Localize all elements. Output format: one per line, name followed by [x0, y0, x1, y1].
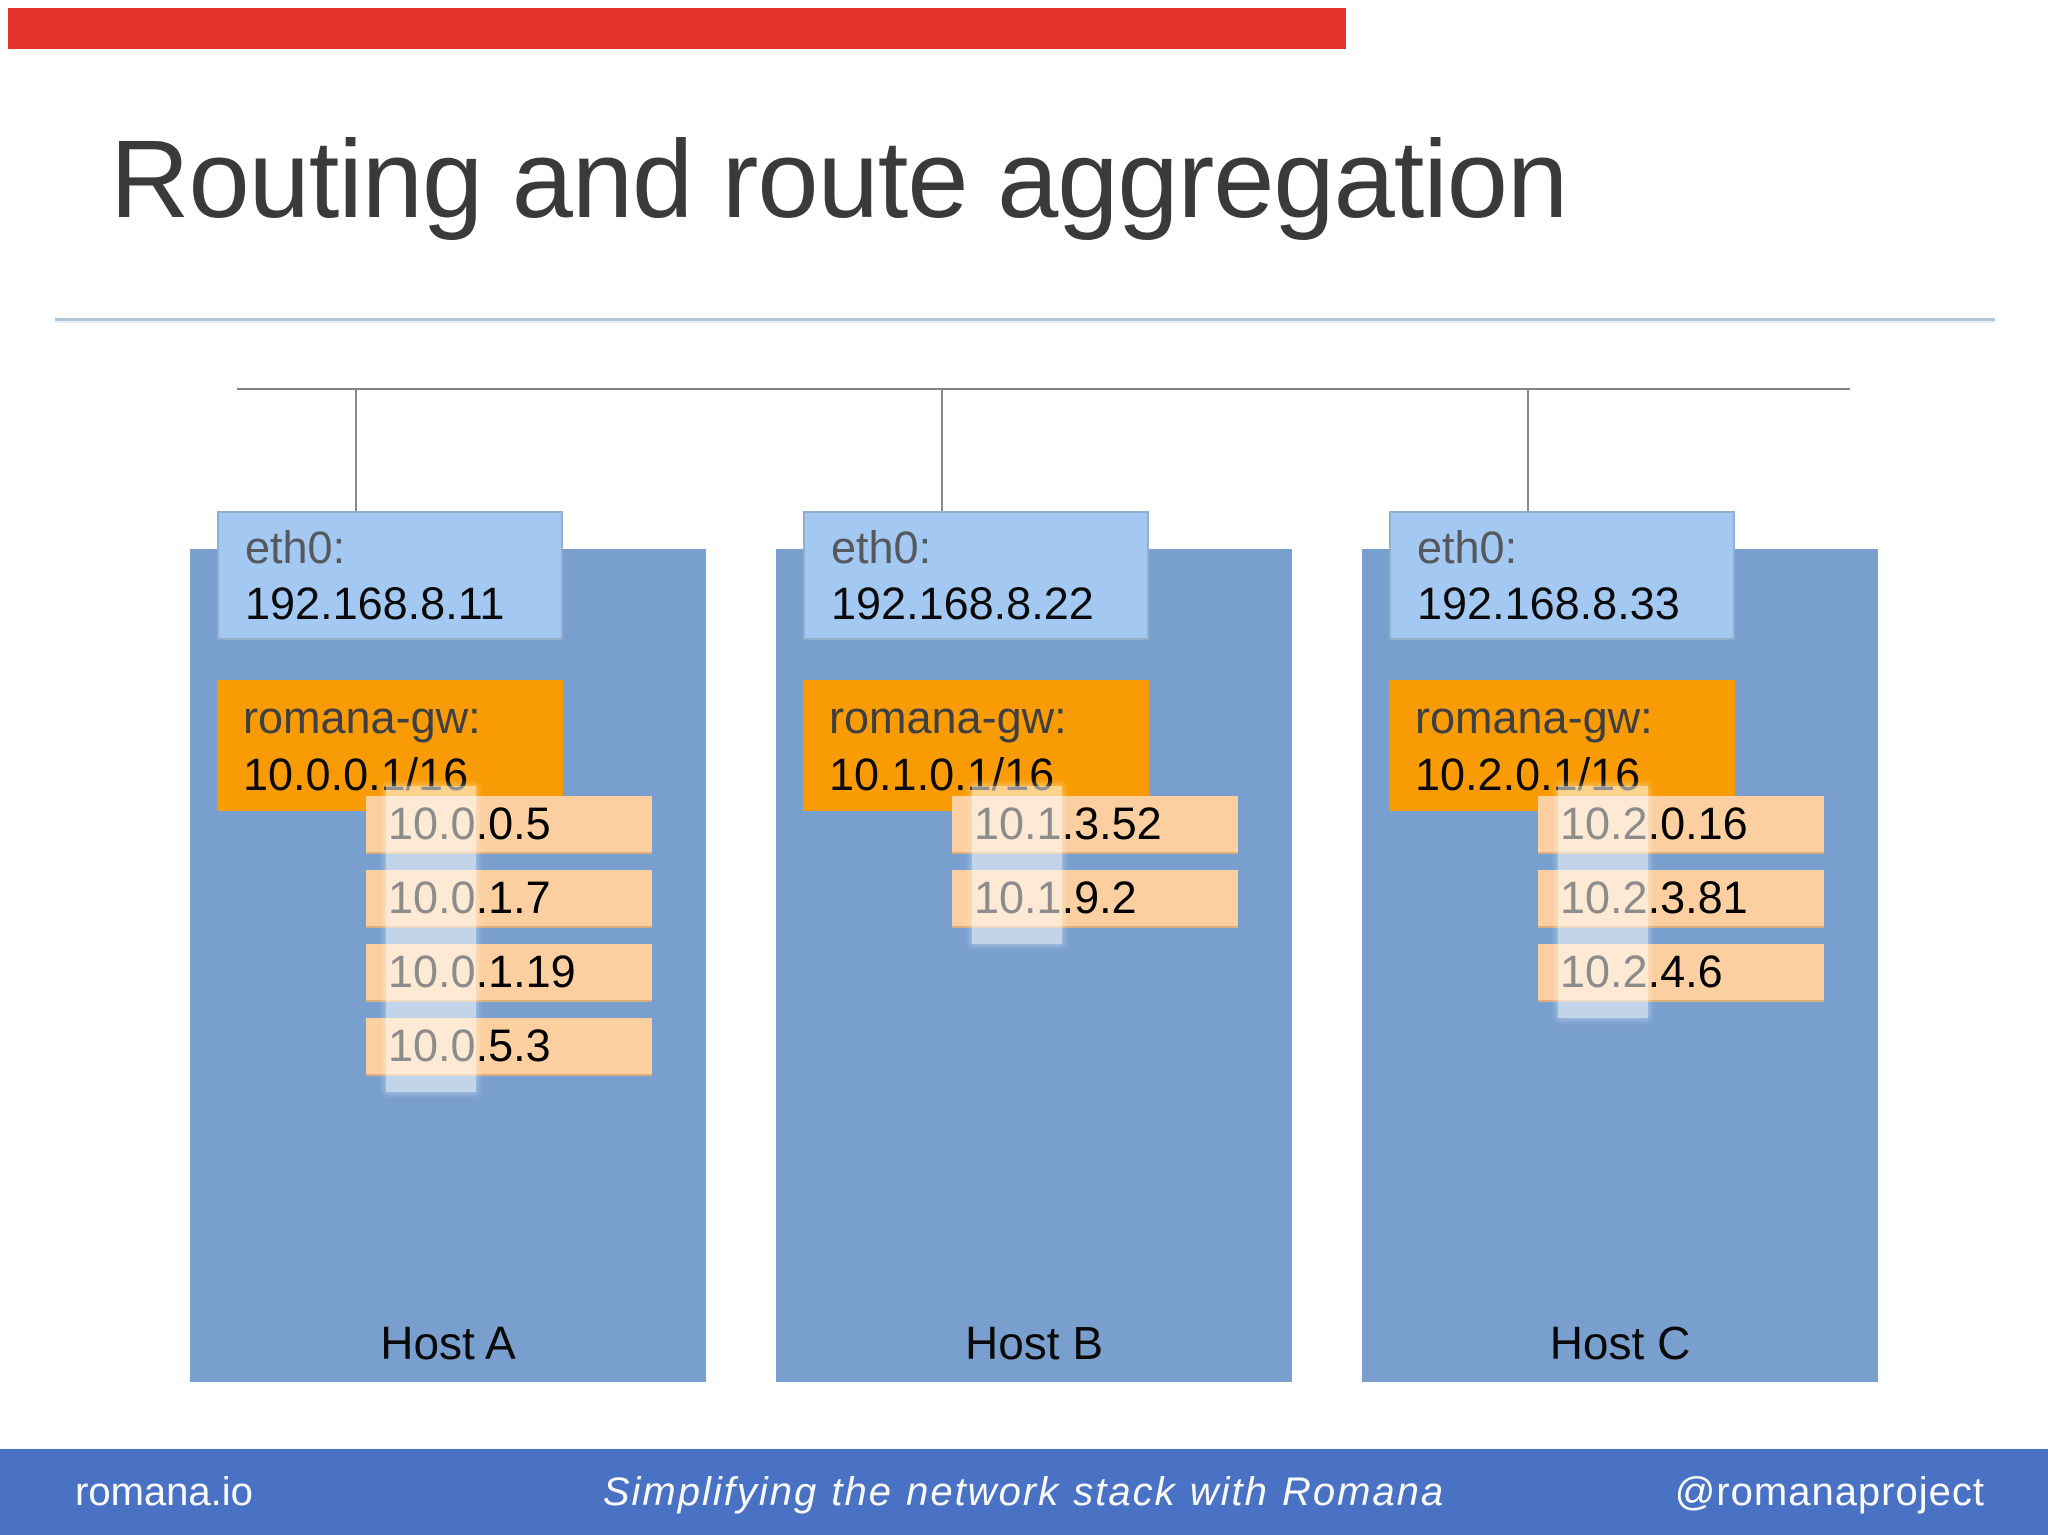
eth0-ip: 192.168.8.22 — [831, 578, 1094, 629]
title-divider — [55, 318, 1995, 323]
host-c-eth0-box: eth0: 192.168.8.33 — [1389, 511, 1735, 640]
footer-twitter-handle: @romanaproject — [1674, 1470, 1985, 1514]
gateway-label: romana-gw: — [243, 692, 481, 743]
footer-site: romana.io — [75, 1470, 253, 1514]
host-a-eth0-box: eth0: 192.168.8.11 — [217, 511, 563, 640]
gateway-label: romana-gw: — [829, 692, 1067, 743]
gateway-label: romana-gw: — [1415, 692, 1653, 743]
host-name: Host A — [380, 1317, 516, 1369]
host-name: Host C — [1549, 1317, 1691, 1369]
host-c-connector-line — [1527, 388, 1529, 512]
host-b-connector-line — [941, 388, 943, 512]
eth0-label: eth0: — [1417, 522, 1518, 573]
endpoint-suffix: 0.5 — [488, 798, 551, 849]
prefix-highlight-strip — [972, 786, 1062, 944]
prefix-highlight-strip — [1558, 786, 1648, 1018]
prefix-highlight-strip — [386, 786, 476, 1092]
host-b-eth0-box: eth0: 192.168.8.22 — [803, 511, 1149, 640]
eth0-ip: 192.168.8.33 — [1417, 578, 1680, 629]
host-c-group: eth0: 192.168.8.33 romana-gw: 10.2.0.1/1… — [1362, 388, 1878, 1382]
eth0-ip: 192.168.8.11 — [245, 578, 505, 629]
page-title: Routing and route aggregation — [110, 118, 1568, 241]
endpoint-suffix: 3.81 — [1660, 872, 1748, 923]
endpoint-suffix: 0.16 — [1660, 798, 1748, 849]
video-progress-bar[interactable] — [8, 8, 1346, 49]
host-a-connector-line — [355, 388, 357, 512]
network-bus-line — [237, 388, 1850, 390]
footer-bar: romana.io Simplifying the network stack … — [0, 1449, 2048, 1535]
host-b-group: eth0: 192.168.8.22 romana-gw: 10.1.0.1/1… — [776, 388, 1292, 1382]
host-a-group: eth0: 192.168.8.11 romana-gw: 10.0.0.1/1… — [190, 388, 706, 1382]
eth0-label: eth0: — [831, 522, 932, 573]
endpoint-suffix: 5.3 — [488, 1020, 551, 1071]
endpoint-suffix: 9.2 — [1074, 872, 1137, 923]
endpoint-suffix: 1.7 — [488, 872, 551, 923]
endpoint-suffix: 1.19 — [488, 946, 576, 997]
eth0-label: eth0: — [245, 522, 346, 573]
host-b-box — [776, 549, 1292, 1382]
endpoint-suffix: 3.52 — [1074, 798, 1162, 849]
endpoint-suffix: 4.6 — [1660, 946, 1723, 997]
host-name: Host B — [964, 1317, 1104, 1369]
footer-tagline: Simplifying the network stack with Roman… — [602, 1470, 1446, 1514]
